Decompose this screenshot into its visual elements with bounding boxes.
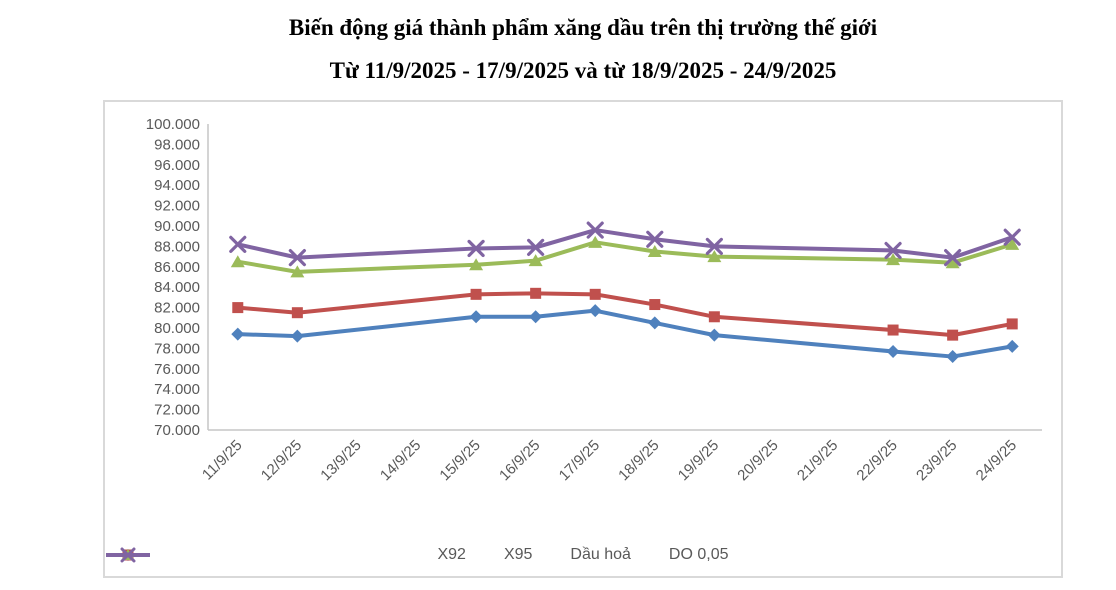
- series-marker-DO-0,05: [705, 237, 723, 255]
- x-axis-tick-label: 23/9/25: [913, 437, 960, 484]
- series-marker-DO-0,05: [646, 230, 664, 248]
- series-marker-Dầu-hoả: [1005, 237, 1020, 250]
- y-axis-tick-label: 70.000: [154, 422, 200, 439]
- x-axis-tick-label: 20/9/25: [734, 437, 781, 484]
- series-marker-Dầu-hoả: [469, 258, 484, 271]
- y-axis-tick-label: 94.000: [154, 177, 200, 194]
- legend-item-X92: X92: [106, 546, 466, 564]
- x-axis-tick-label: 12/9/25: [258, 437, 305, 484]
- series-marker-X95: [1006, 318, 1018, 330]
- chart-title-line2: Từ 11/9/2025 - 17/9/2025 và từ 18/9/2025…: [329, 58, 837, 83]
- legend-item-X95: X95: [106, 546, 533, 564]
- y-axis-tick-label: 80.000: [154, 320, 200, 337]
- chart-title: Biến động giá thành phẩm xăng dầu trên t…: [103, 6, 1063, 92]
- legend-item-Dầu-hoả: Dầu hoả: [106, 546, 631, 564]
- legend-label: X92: [437, 546, 466, 563]
- legend-swatch: [106, 547, 150, 563]
- series-marker-X92: [648, 316, 662, 330]
- series-marker-Dầu-hoả: [290, 265, 305, 278]
- y-axis-tick-label: 76.000: [154, 361, 200, 378]
- series-marker-X92: [588, 304, 602, 318]
- series-line-X95: [235, 291, 1015, 338]
- y-axis-tick-label: 90.000: [154, 218, 200, 235]
- y-axis-tick-label: 86.000: [154, 259, 200, 276]
- x-axis-tick-label: 22/9/25: [853, 437, 900, 484]
- x-axis-tick-label: 18/9/25: [615, 437, 662, 484]
- series-marker-Dầu-hoả: [945, 256, 960, 269]
- x-axis-tick-label: 17/9/25: [556, 437, 603, 484]
- y-axis-tick-label: 78.000: [154, 340, 200, 357]
- legend-label: DO 0,05: [668, 546, 729, 563]
- series-line-DO-0,05: [235, 228, 1015, 260]
- series-line-X92: [235, 308, 1015, 359]
- series-marker-DO-0,05: [586, 221, 604, 239]
- x-axis-tick-label: 11/9/25: [199, 437, 246, 484]
- chart-container: 100.000 98.000 96.000 94.000 92.000 90.000 88.…: [103, 100, 1063, 578]
- series-marker-X92: [1005, 339, 1019, 353]
- series-marker-Dầu-hoả: [886, 253, 901, 266]
- series-marker-X92: [529, 310, 543, 324]
- x-axis-tick-label: 14/9/25: [377, 437, 424, 484]
- series-marker-X95: [947, 329, 959, 341]
- series-marker-Dầu-hoả: [647, 245, 662, 257]
- x-axis-tick-label: 13/9/25: [317, 437, 364, 484]
- series-marker-Dầu-hoả: [230, 255, 245, 268]
- series-marker-X95: [291, 307, 303, 319]
- series-marker-X95: [530, 287, 542, 299]
- series-marker-X95: [470, 288, 482, 300]
- series-marker-X95: [887, 324, 899, 336]
- y-axis-tick-label: 98.000: [154, 136, 200, 153]
- series-marker-X95: [649, 299, 661, 311]
- series-marker-X92: [707, 328, 721, 342]
- legend-item-DO-0,05: DO 0,05: [106, 546, 729, 564]
- series-marker-X95: [232, 302, 244, 314]
- y-axis-tick-label: 74.000: [154, 381, 200, 398]
- chart-legend: X92 X95 Dầu hoả DO 0,05: [105, 546, 1061, 564]
- price-line-chart: 100.000 98.000 96.000 94.000 92.000 90.000 88.…: [146, 116, 1042, 484]
- series-marker-X95: [708, 311, 720, 323]
- y-axis-tick-label: 100.000: [146, 116, 200, 133]
- y-axis-tick-label: 84.000: [154, 279, 200, 296]
- x-axis-tick-label: 16/9/25: [496, 437, 543, 484]
- series-marker-DO-0,05: [884, 241, 902, 260]
- series-marker-Dầu-hoả: [588, 235, 603, 248]
- x-axis-tick-label: 19/9/25: [675, 437, 722, 484]
- y-axis-tick-label: 72.000: [154, 402, 200, 419]
- x-axis-tick-label: 24/9/25: [973, 437, 1020, 484]
- series-marker-DO-0,05: [288, 249, 306, 267]
- series-marker-Dầu-hoả: [707, 250, 722, 263]
- series-marker-DO-0,05: [527, 238, 545, 257]
- series-marker-X92: [946, 350, 960, 364]
- series-line-Dầu-hoả: [235, 240, 1015, 274]
- series-marker-X92: [231, 327, 245, 341]
- series-marker-DO-0,05: [1003, 228, 1021, 246]
- y-axis-tick-label: 88.000: [154, 238, 200, 255]
- legend-label: X95: [503, 546, 533, 563]
- series-marker-X92: [469, 310, 483, 324]
- legend-label: Dầu hoả: [570, 546, 631, 563]
- series-marker-DO-0,05: [467, 239, 485, 258]
- y-axis-tick-label: 92.000: [154, 198, 200, 215]
- x-axis-tick-label: 15/9/25: [436, 437, 483, 484]
- series-marker-Dầu-hoả: [528, 254, 543, 267]
- series-marker-DO-0,05: [944, 249, 962, 267]
- x-axis-tick-label: 21/9/25: [794, 437, 841, 484]
- y-axis-tick-label: 96.000: [154, 157, 200, 174]
- series-marker-X92: [886, 344, 900, 358]
- series-marker-X95: [589, 288, 601, 300]
- chart-title-line1: Biến động giá thành phẩm xăng dầu trên t…: [288, 15, 878, 40]
- series-marker-X92: [290, 329, 304, 343]
- y-axis-tick-label: 82.000: [154, 300, 200, 317]
- series-marker-DO-0,05: [229, 235, 247, 253]
